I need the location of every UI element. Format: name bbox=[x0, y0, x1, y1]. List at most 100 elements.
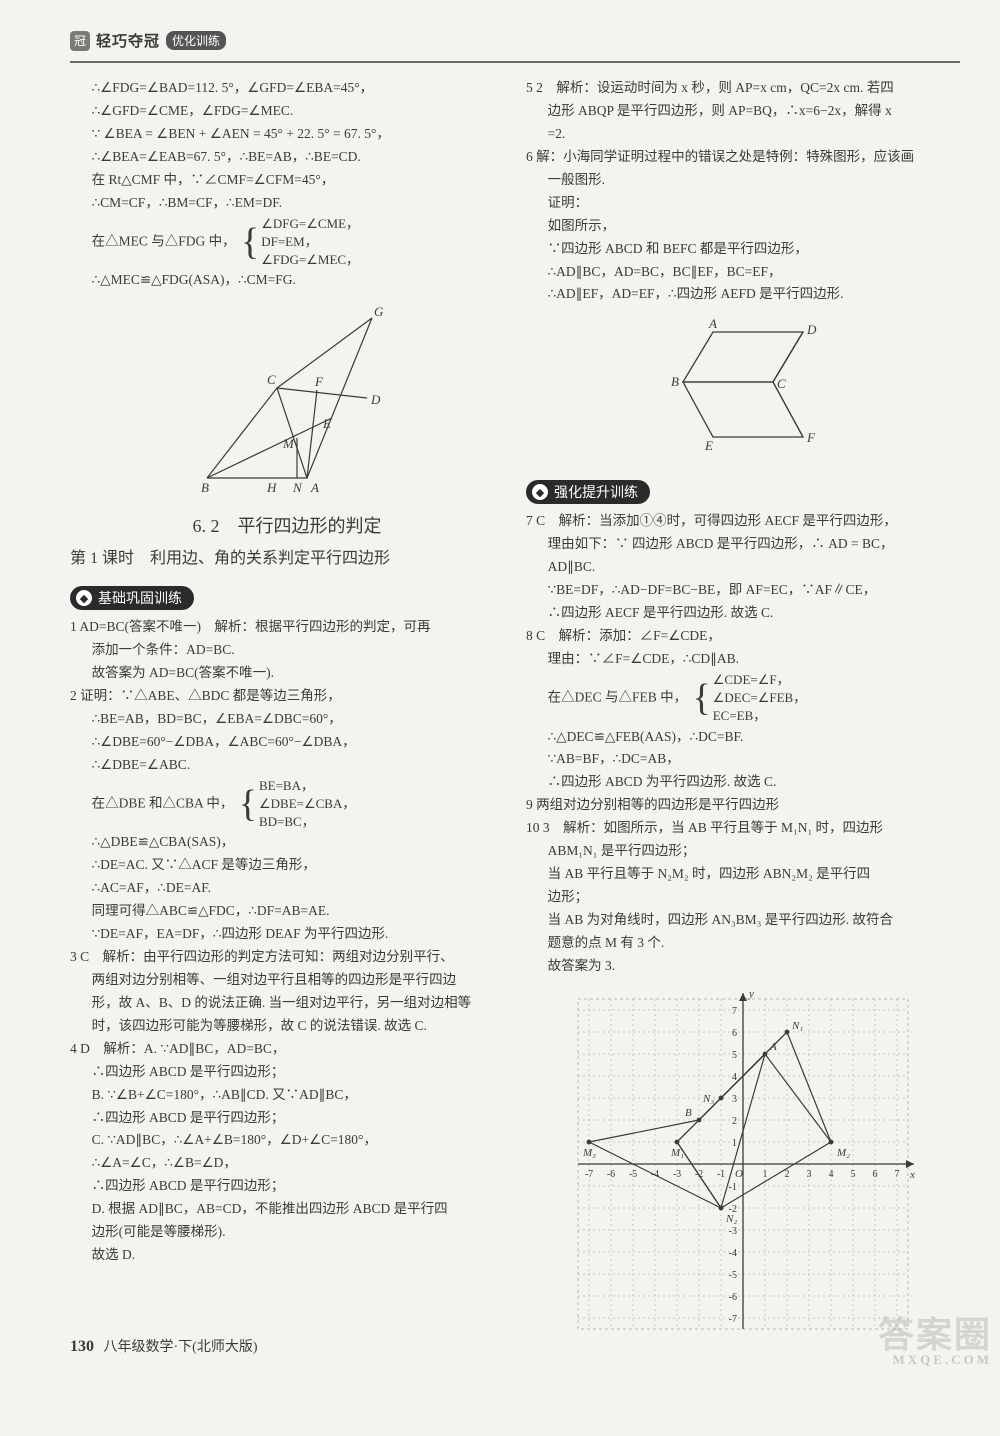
q4-head: 4 D 解析：A. ∵AD∥BC，AD=BC， bbox=[70, 1038, 504, 1061]
svg-text:3: 3 bbox=[732, 1094, 737, 1105]
svg-text:N₁: N₁ bbox=[791, 1020, 803, 1032]
brace-icon: { bbox=[239, 785, 257, 823]
brace-line: BE=BA， bbox=[259, 777, 355, 795]
svg-text:4: 4 bbox=[829, 1169, 834, 1180]
pt-N: N bbox=[292, 480, 303, 495]
brand-title: 轻巧夺冠 bbox=[96, 30, 160, 51]
svg-text:7: 7 bbox=[895, 1169, 900, 1180]
text-line: 时，该四边形可能为等腰梯形，故 C 的说法错误. 故选 C. bbox=[70, 1015, 504, 1038]
brace-line: ∠DEC=∠FEB， bbox=[713, 689, 806, 707]
text-line: ∴四边形 AECF 是平行四边形. 故选 C. bbox=[526, 602, 960, 625]
pt-H: H bbox=[266, 480, 277, 495]
text-line: ∴∠FDG=∠BAD=112. 5°，∠GFD=∠EBA=45°， bbox=[70, 77, 504, 100]
text-line: 一般图形. bbox=[526, 169, 960, 192]
text-line: ∴△MEC≌△FDG(ASA)，∴CM=FG. bbox=[70, 269, 504, 292]
brace-line: EC=EB， bbox=[713, 707, 806, 725]
svg-text:1: 1 bbox=[732, 1138, 737, 1149]
svg-text:-5: -5 bbox=[629, 1169, 637, 1180]
svg-text:x: x bbox=[909, 1169, 915, 1181]
text-line: =2. bbox=[526, 123, 960, 146]
header-rule bbox=[70, 61, 960, 63]
text-line: ∴∠DBE=∠ABC. bbox=[70, 754, 504, 777]
text-line: B. ∵∠B+∠C=180°，∴AB∥CD. 又∵AD∥BC， bbox=[70, 1084, 504, 1107]
text-line: ∵AB=BF，∴DC=AB， bbox=[526, 748, 960, 771]
watermark-big: 答案圈 bbox=[878, 1315, 992, 1355]
badge-dot-icon: ◆ bbox=[532, 484, 548, 500]
text-line: 故选 D. bbox=[70, 1244, 504, 1267]
text-line: 当 AB 为对角线时，四边形 AN₃BM₃ 是平行四边形. 故符合 bbox=[526, 909, 960, 932]
text-line: ∴∠GFD=∠CME，∠FDG=∠MEC. bbox=[70, 100, 504, 123]
text-line: 添加一个条件：AD=BC. bbox=[70, 639, 504, 662]
text-line: ∴BE=AB，BD=BC，∠EBA=∠DBC=60°， bbox=[70, 708, 504, 731]
left-column: ∴∠FDG=∠BAD=112. 5°，∠GFD=∠EBA=45°， ∴∠GFD=… bbox=[70, 77, 504, 1354]
footer-text: 八年级数学·下(北师大版) bbox=[104, 1340, 258, 1355]
q1-head: 1 AD=BC(答案不唯一) 解析：根据平行四边形的判定，可再 bbox=[70, 616, 504, 639]
pt-A: A bbox=[310, 480, 319, 495]
badge-label: 基础巩固训练 bbox=[98, 588, 182, 608]
svg-text:-3: -3 bbox=[673, 1169, 681, 1180]
svg-text:-7: -7 bbox=[729, 1314, 737, 1325]
text-line: AD∥BC. bbox=[526, 556, 960, 579]
brace-left-text: 在△DEC 与△FEB 中， bbox=[548, 689, 688, 704]
text-line: ABM₁N₁ 是平行四边形； bbox=[526, 840, 960, 863]
page: 冠 轻巧夺冠 优化训练 ∴∠FDG=∠BAD=112. 5°，∠GFD=∠EBA… bbox=[0, 0, 1000, 1374]
page-header: 冠 轻巧夺冠 优化训练 bbox=[70, 30, 960, 51]
pt-E: E bbox=[322, 416, 331, 431]
text-line: D. 根据 AD∥BC，AB=CD，不能推出四边形 ABCD 是平行四 bbox=[70, 1198, 504, 1221]
text-line: 边形(可能是等腰梯形). bbox=[70, 1221, 504, 1244]
diagram-triangle: G D C F E M B H N A bbox=[70, 298, 504, 498]
text-line: ∴CM=CF，∴BM=CF，∴EM=DF. bbox=[70, 192, 504, 215]
text-line: ∴四边形 ABCD 是平行四边形； bbox=[70, 1175, 504, 1198]
svg-text:y: y bbox=[748, 988, 754, 1000]
pt-F: F bbox=[314, 374, 324, 389]
svg-text:3: 3 bbox=[807, 1169, 812, 1180]
svg-text:4: 4 bbox=[732, 1072, 737, 1083]
svg-text:N₃: N₃ bbox=[702, 1093, 714, 1105]
brace-line: ∠FDG=∠MEC， bbox=[261, 251, 359, 269]
text-line: 证明： bbox=[526, 192, 960, 215]
svg-text:-7: -7 bbox=[585, 1169, 593, 1180]
svg-text:-3: -3 bbox=[729, 1226, 737, 1237]
q8-head: 8 C 解析：添加：∠F=∠CDE， bbox=[526, 625, 960, 648]
svg-text:-6: -6 bbox=[607, 1169, 615, 1180]
svg-text:7: 7 bbox=[732, 1006, 737, 1017]
text-line: ∴∠BEA=∠EAB=67. 5°，∴BE=AB，∴BE=CD. bbox=[70, 146, 504, 169]
watermark-small: MXQE.COM bbox=[878, 1353, 992, 1366]
brace-line: DF=EM， bbox=[261, 233, 359, 251]
svg-text:N₂: N₂ bbox=[725, 1213, 737, 1225]
svg-text:-6: -6 bbox=[729, 1292, 737, 1303]
text-line: ∵BE=DF，∴AD−DF=BC−BE，即 AF=EC，∵AF∥CE， bbox=[526, 579, 960, 602]
text-line: ∴四边形 ABCD 是平行四边形； bbox=[70, 1061, 504, 1084]
svg-text:2: 2 bbox=[785, 1169, 790, 1180]
svg-text:2: 2 bbox=[732, 1116, 737, 1127]
text-line: 故答案为 AD=BC(答案不唯一). bbox=[70, 662, 504, 685]
brace-row: 在△MEC 与△FDG 中， { ∠DFG=∠CME， DF=EM， ∠FDG=… bbox=[70, 215, 504, 270]
badge-advanced: ◆ 强化提升训练 bbox=[526, 480, 650, 504]
text-line: 如图所示， bbox=[526, 215, 960, 238]
q7-head: 7 C 解析：当添加①④时，可得四边形 AECF 是平行四边形， bbox=[526, 510, 960, 533]
pt-B: B bbox=[201, 480, 209, 495]
brace-line: ∠DFG=∠CME， bbox=[261, 215, 359, 233]
badge-dot-icon: ◆ bbox=[76, 590, 92, 606]
q9: 9 两组对边分别相等的四边形是平行四边形 bbox=[526, 794, 960, 817]
lesson-title: 第 1 课时 利用边、角的关系判定平行四边形 bbox=[70, 544, 504, 568]
pt-C: C bbox=[267, 372, 276, 387]
q5-head: 5 2 解析：设运动时间为 x 秒，则 AP=x cm，QC=2x cm. 若四 bbox=[526, 77, 960, 100]
text-line: ∵ ∠BEA = ∠BEN + ∠AEN = 45° + 22. 5° = 67… bbox=[70, 123, 504, 146]
text-line: 两组对边分别相等、一组对边平行且相等的四边形是平行四边 bbox=[70, 969, 504, 992]
text-line: ∴△DEC≌△FEB(AAS)，∴DC=BF. bbox=[526, 726, 960, 749]
brace-row: 在△DEC 与△FEB 中， { ∠CDE=∠F， ∠DEC=∠FEB， EC=… bbox=[526, 671, 960, 726]
text-line: ∴DE=AC. 又∵△ACF 是等边三角形， bbox=[70, 854, 504, 877]
text-line: ∵四边形 ABCD 和 BEFC 都是平行四边形， bbox=[526, 238, 960, 261]
svg-text:1: 1 bbox=[763, 1169, 768, 1180]
svg-text:M₂: M₂ bbox=[836, 1147, 850, 1159]
text-line: 当 AB 平行且等于 N₂M₂ 时，四边形 ABN₂M₂ 是平行四 bbox=[526, 863, 960, 886]
pt-A: A bbox=[708, 316, 717, 331]
text-line: 故答案为 3. bbox=[526, 955, 960, 978]
brace-line: ∠CDE=∠F， bbox=[713, 671, 806, 689]
brace-left-text: 在△MEC 与△FDG 中， bbox=[92, 233, 236, 248]
right-column: 5 2 解析：设运动时间为 x 秒，则 AP=x cm，QC=2x cm. 若四… bbox=[526, 77, 960, 1354]
text-line: ∵DE=AF，EA=DF，∴四边形 DEAF 为平行四边形. bbox=[70, 923, 504, 946]
svg-text:6: 6 bbox=[732, 1028, 737, 1039]
brace-line: BD=BC， bbox=[259, 813, 355, 831]
